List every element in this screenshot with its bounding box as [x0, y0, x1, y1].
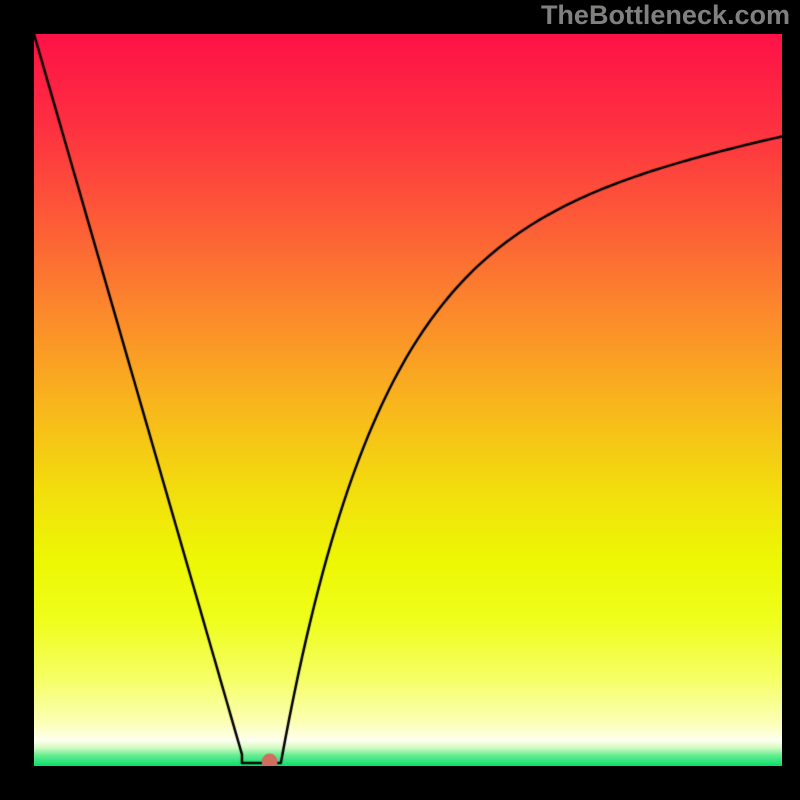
- plot-area: [34, 34, 782, 766]
- plot-canvas: [34, 34, 782, 766]
- watermark-text: TheBottleneck.com: [541, 0, 790, 31]
- chart-frame: TheBottleneck.com: [0, 0, 800, 800]
